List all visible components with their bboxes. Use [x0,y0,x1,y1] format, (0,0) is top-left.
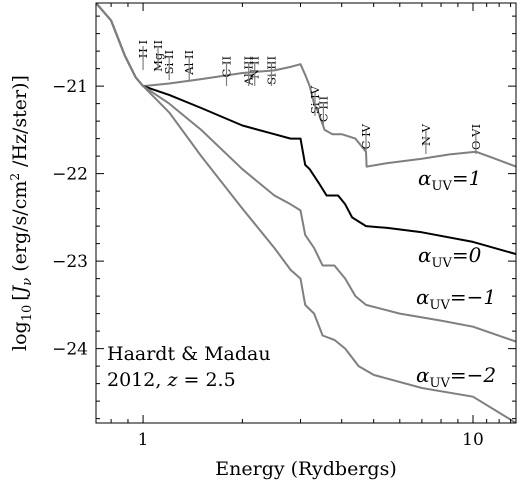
y-tick-label: −21 [52,77,88,97]
y-tick-label: −24 [52,340,88,360]
curve-label-alpha--1: αUV=−1 [416,285,496,313]
curve-labels: αUV=1 αUV=0 αUV=−1 αUV=−2 [416,166,496,391]
x-tick-label: 10 [462,430,484,450]
curve-label-alpha-0: αUV=0 [418,243,482,271]
y-tick-label: −22 [52,165,88,185]
axis-ticks: 1 10 −21 −22 −23 −24 [52,3,516,450]
y-axis-label: log10[Jν (erg/s/cm2 /Hz/ster)] [8,75,35,351]
x-tick-label: 1 [138,430,149,450]
series-line-alpha-1 [96,3,516,168]
series-line-alpha--2 [96,3,516,423]
source-note-line1: Haardt & Madau [107,343,271,365]
source-note-line2: 2012, z = 2.5 [107,369,236,391]
x-axis-label: Energy (Rydbergs) [215,458,396,480]
curve-label-alpha-1: αUV=1 [418,166,481,194]
curve-label-alpha--2: αUV=−2 [416,363,496,391]
y-tick-label: −23 [52,252,88,272]
series-layer [96,3,516,423]
plot-frame [95,2,517,424]
